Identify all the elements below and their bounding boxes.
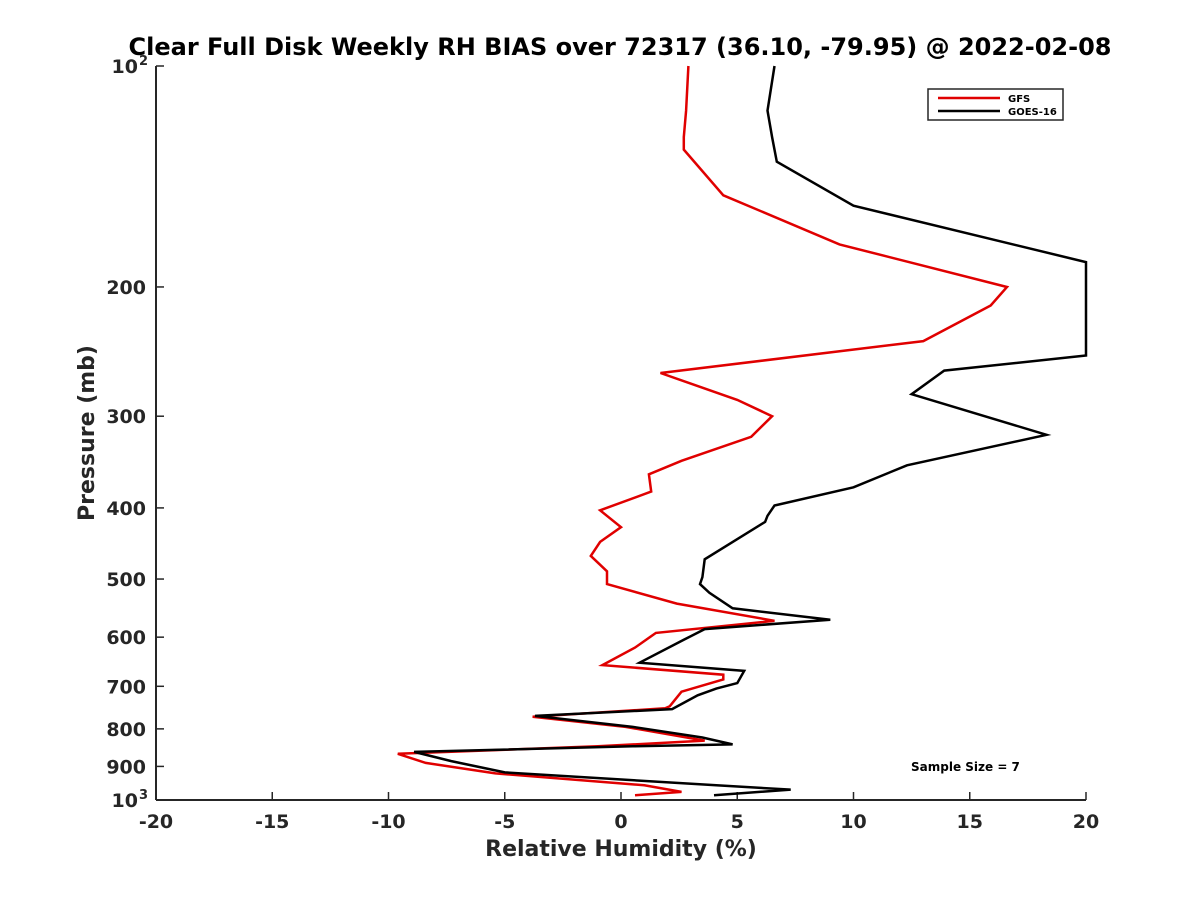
x-axis-label: Relative Humidity (%)	[485, 837, 757, 862]
y-tick-label: 200	[106, 277, 146, 299]
y-tick-label: 800	[106, 719, 146, 741]
x-tick-label: 10	[840, 811, 866, 833]
y-tick-label: 10	[112, 790, 138, 812]
x-tick-label: 0	[614, 811, 627, 833]
series-line-gfs	[397, 65, 1010, 797]
legend-label-goes16: GOES-16	[1008, 107, 1057, 118]
x-tick-label: 5	[731, 811, 744, 833]
sample-size-annotation: Sample Size = 7	[911, 760, 1020, 774]
y-tick-exponent: 3	[139, 788, 148, 803]
legend-box	[927, 88, 1064, 121]
x-tick-group: -20 -15 -10 -5 0 5 10 15 20	[139, 792, 1099, 833]
y-tick-label: 10	[112, 56, 138, 78]
legend-label-gfs: GFS	[1008, 94, 1030, 105]
y-tick-label: 400	[106, 498, 146, 520]
x-tick-label: 15	[957, 811, 983, 833]
x-tick-label: 20	[1073, 811, 1099, 833]
chart-title: Clear Full Disk Weekly RH BIAS over 7231…	[129, 33, 1112, 61]
x-tick-label: -20	[139, 811, 173, 833]
legend: GFS GOES-16	[927, 88, 1064, 121]
y-tick-label: 500	[106, 569, 146, 591]
x-tick-label: -10	[371, 811, 405, 833]
y-tick-exponent: 2	[139, 54, 148, 69]
y-tick-label: 600	[106, 627, 146, 649]
x-tick-label: -5	[494, 811, 515, 833]
y-tick-label: 300	[106, 406, 146, 428]
series-line-goes-16	[413, 65, 1088, 797]
y-tick-label: 900	[106, 756, 146, 778]
plot-area	[155, 66, 1086, 801]
x-tick-label: -15	[255, 811, 289, 833]
series-group	[397, 65, 1088, 797]
y-tick-label: 700	[106, 676, 146, 698]
y-axis-label: Pressure (mb)	[75, 345, 100, 521]
